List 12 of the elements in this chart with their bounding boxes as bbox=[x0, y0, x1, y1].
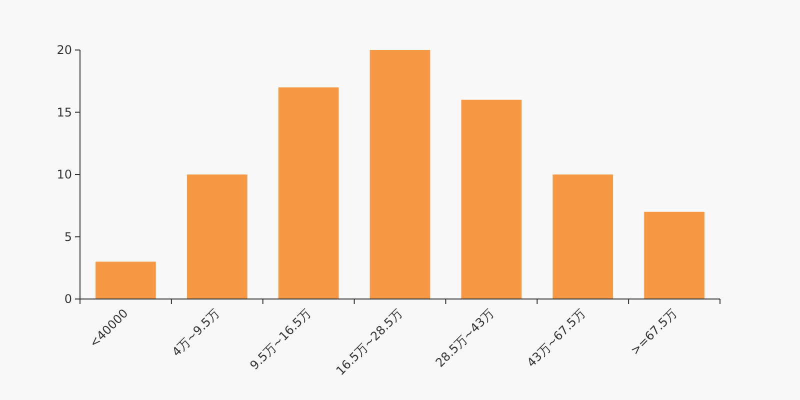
y-tick-label: 10 bbox=[56, 168, 72, 182]
bar bbox=[552, 174, 614, 299]
bar bbox=[644, 212, 704, 299]
y-tick-label: 5 bbox=[64, 230, 72, 244]
y-tick-label: 20 bbox=[56, 43, 72, 58]
bar bbox=[278, 87, 339, 299]
bar bbox=[186, 174, 248, 299]
bar bbox=[461, 100, 522, 299]
y-tick-label: 15 bbox=[56, 105, 72, 120]
bar bbox=[96, 262, 156, 299]
bar bbox=[370, 50, 430, 299]
y-tick-label: 0 bbox=[64, 292, 72, 306]
